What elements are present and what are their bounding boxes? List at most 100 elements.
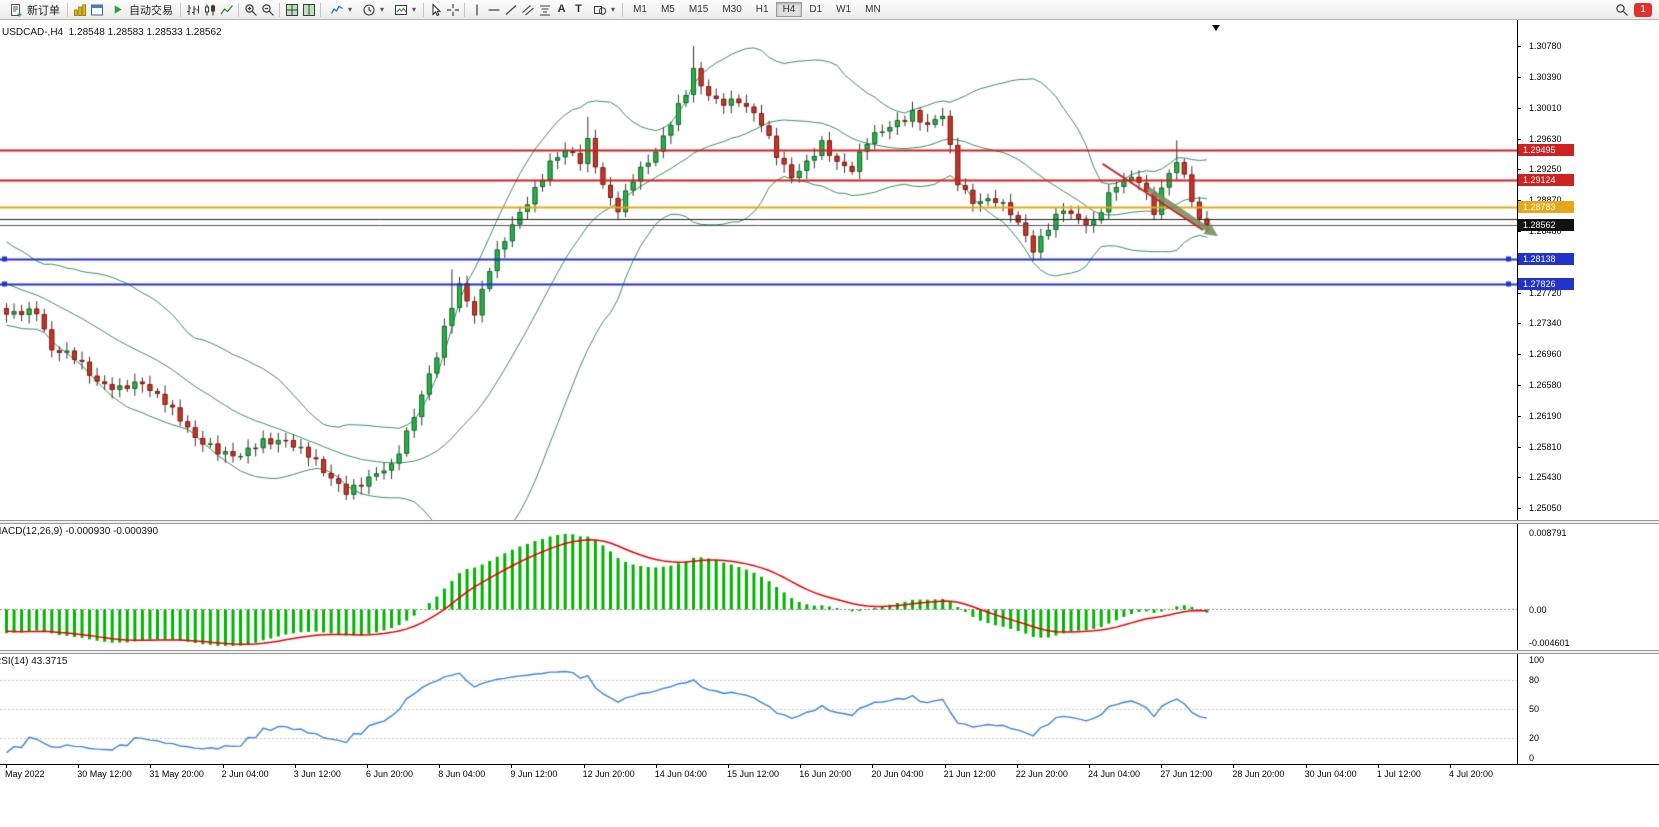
text-icon[interactable]: A: [553, 2, 570, 18]
time-axis-tick: [294, 765, 296, 768]
macd-indicator-label: MACD(12,26,9) -0.000930 -0.000390: [0, 526, 159, 537]
clock-icon: [360, 2, 377, 18]
indicators-button[interactable]: ▾: [324, 1, 356, 19]
time-axis-label: 1 Jul 12:00: [1376, 769, 1421, 779]
zoom-out-icon[interactable]: [259, 2, 276, 18]
time-axis[interactable]: May 2022 30 May 12:00 31 May 20:00 2 Jun 04…: [0, 764, 1659, 827]
template-icon: [392, 2, 409, 18]
window-layout-icon[interactable]: [300, 2, 317, 18]
price-axis-label: 1.29630: [1529, 133, 1562, 144]
new-order-button[interactable]: 新订单: [3, 1, 64, 19]
shapes-button[interactable]: ▾: [587, 1, 619, 19]
new-order-icon: [7, 2, 24, 18]
time-axis-label: 9 Jun 12:00: [510, 769, 558, 779]
chart-shift-marker[interactable]: [1212, 25, 1220, 31]
toolbar-separator: [320, 2, 321, 17]
channel-icon[interactable]: [519, 2, 536, 18]
timeframe-button-m15[interactable]: M15: [688, 4, 709, 15]
time-axis-label: 30 Jun 04:00: [1304, 769, 1357, 779]
timeframe-button-d1[interactable]: D1: [809, 4, 823, 15]
bar-chart-icon[interactable]: [184, 2, 201, 18]
time-axis-tick: [511, 765, 513, 768]
timeframe-button-mn[interactable]: MN: [865, 4, 881, 15]
price-axis-tick: [1518, 169, 1521, 171]
price-tag[interactable]: 1.28783: [1518, 201, 1574, 213]
price-axis-tick: [1518, 508, 1521, 509]
templates-button[interactable]: ▾: [388, 1, 420, 19]
time-axis-label: 14 Jun 04:00: [654, 769, 707, 779]
toolbar-separator: [180, 2, 181, 17]
price-axis-label: 1.26960: [1529, 349, 1562, 359]
price-axis-label: 1.27340: [1529, 318, 1562, 329]
tile-windows-icon[interactable]: [283, 2, 300, 18]
cursor-icon[interactable]: [427, 2, 444, 18]
autotrading-label: 自动交易: [129, 4, 173, 17]
price-tag[interactable]: 1.28138: [1518, 253, 1574, 266]
chart-window-icon[interactable]: [88, 2, 105, 18]
crosshair-icon[interactable]: [444, 2, 461, 18]
toolbar-separator: [238, 2, 239, 17]
panel-separator[interactable]: [0, 650, 1659, 654]
price-axis[interactable]: 1.30780 1.30390 1.30010 1.29630 1.29250 1.288…: [1517, 20, 1659, 764]
toolbar: 新订单 自动交易: [0, 0, 1659, 20]
search-icon[interactable]: [1613, 2, 1630, 18]
time-axis-label: 22 Jun 20:00: [1015, 769, 1068, 779]
price-axis-label: 1.25810: [1529, 441, 1562, 452]
candlestick-chart-icon[interactable]: [201, 2, 218, 18]
notification-badge[interactable]: 1: [1634, 2, 1652, 17]
line-chart-icon[interactable]: [218, 2, 235, 18]
toolbar-separator: [622, 2, 624, 17]
time-axis-label: 6 Jun 20:00: [366, 769, 414, 779]
price-axis-label: 1.26580: [1529, 379, 1562, 390]
macd-scale-max: 0.008791: [1529, 528, 1567, 538]
timeframe-button-m30[interactable]: M30: [722, 4, 742, 15]
time-axis-label: 27 Jun 12:00: [1160, 769, 1213, 779]
time-axis-label: 20 Jun 04:00: [871, 769, 924, 779]
fibonacci-icon[interactable]: [536, 2, 553, 18]
time-axis-tick: [1233, 765, 1235, 768]
time-axis-label: 28 Jun 20:00: [1232, 769, 1285, 779]
toolbar-separator: [464, 2, 466, 17]
time-axis-label: 15 Jun 12:00: [727, 769, 780, 779]
rsi-scale-label: 50: [1529, 704, 1540, 714]
price-tag[interactable]: 1.29495: [1518, 143, 1574, 156]
time-axis-tick: [800, 765, 802, 768]
autotrading-play-icon: [109, 2, 126, 18]
timeframe-button-m1[interactable]: M1: [633, 4, 647, 15]
time-axis-tick: [583, 765, 585, 768]
panel-separator[interactable]: [0, 520, 1659, 524]
horizontal-line-icon[interactable]: [485, 2, 502, 18]
new-order-label: 新订单: [27, 4, 60, 17]
price-axis-tick: [1518, 354, 1521, 355]
price-tag[interactable]: 1.28562: [1518, 218, 1574, 231]
autotrading-button[interactable]: 自动交易: [105, 1, 177, 19]
timeframe-button-h4[interactable]: H4: [775, 2, 803, 17]
vertical-line-icon[interactable]: [468, 2, 485, 18]
time-axis-tick: [1161, 765, 1163, 768]
time-axis-label: 8 Jun 04:00: [438, 769, 486, 779]
zoom-in-icon[interactable]: [242, 2, 259, 18]
time-axis-tick: [1305, 765, 1307, 768]
time-axis-label: 3 Jun 12:00: [293, 769, 341, 779]
periods-button[interactable]: ▾: [356, 1, 388, 19]
time-axis-label: 4 Jul 20:00: [1449, 769, 1494, 779]
timeframe-button-m5[interactable]: M5: [660, 4, 675, 15]
price-axis-tick: [1518, 200, 1521, 201]
timeframe-toolbar: M1 M5 M15 M30 H1 H4 D1 W1 MN: [626, 2, 888, 17]
timeframe-button-w1[interactable]: W1: [836, 4, 852, 15]
time-axis-tick: [655, 765, 657, 768]
label-icon[interactable]: T: [570, 2, 587, 18]
chart-canvas[interactable]: [0, 20, 1517, 764]
market-watch-icon[interactable]: [71, 2, 88, 18]
price-axis-tick: [1518, 416, 1521, 418]
time-axis-tick: [439, 765, 441, 768]
trendline-icon[interactable]: [502, 2, 519, 18]
time-axis-label: 31 May 20:00: [149, 769, 204, 779]
time-axis-label: 21 Jun 12:00: [943, 769, 996, 779]
timeframe-button-h1[interactable]: H1: [755, 4, 769, 15]
time-axis-tick: [944, 765, 946, 768]
price-tag[interactable]: 1.29124: [1518, 173, 1574, 186]
price-tag[interactable]: 1.27826: [1518, 278, 1574, 291]
price-axis-label: 1.30010: [1529, 103, 1562, 114]
time-axis-tick: [1450, 765, 1451, 768]
